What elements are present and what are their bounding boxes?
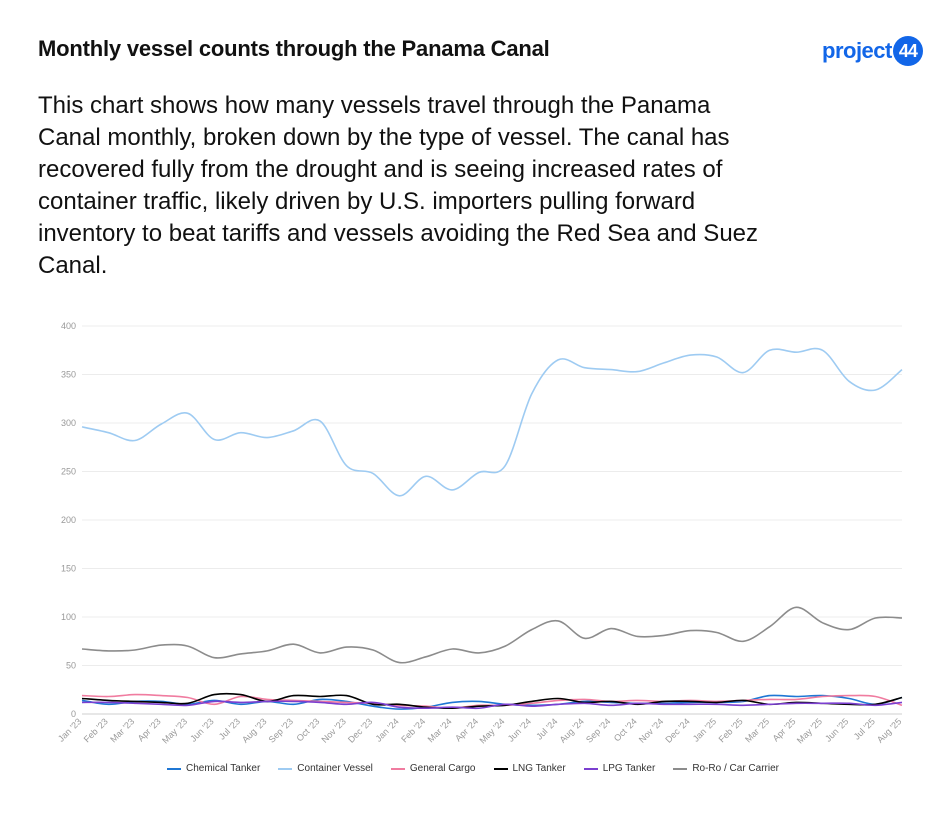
- x-tick-label: Aug '23: [240, 716, 268, 744]
- x-tick-label: Jan '23: [56, 716, 83, 743]
- legend-item: Container Vessel: [278, 763, 373, 774]
- logo-text: project: [822, 38, 892, 63]
- x-tick-label: Feb '23: [82, 716, 110, 744]
- x-tick-label: May '23: [160, 716, 189, 745]
- x-tick-label: Dec '23: [346, 716, 374, 744]
- y-tick-label: 350: [61, 370, 76, 380]
- legend-item: LPG Tanker: [583, 763, 656, 774]
- x-tick-label: Jan '25: [691, 716, 718, 743]
- legend-label: LPG Tanker: [602, 763, 656, 774]
- legend-label: Container Vessel: [297, 763, 373, 774]
- y-tick-label: 100: [61, 612, 76, 622]
- logo-badge: 44: [892, 36, 923, 66]
- y-tick-label: 250: [61, 467, 76, 477]
- x-tick-label: Mar '25: [743, 716, 771, 744]
- y-tick-label: 150: [61, 564, 76, 574]
- x-tick-label: Feb '25: [717, 716, 745, 744]
- x-tick-label: Aug '24: [558, 716, 586, 744]
- x-tick-label: Jun '24: [506, 716, 533, 743]
- x-tick-label: Apr '25: [771, 716, 798, 743]
- x-tick-label: Nov '24: [637, 716, 665, 744]
- chart-description: This chart shows how many vessels travel…: [38, 92, 759, 279]
- series-line-ro-ro-car-carrier: [81, 606, 903, 664]
- project44-logo: project 44: [822, 36, 923, 66]
- legend-label: LNG Tanker: [512, 763, 566, 774]
- y-tick-label: 50: [66, 661, 76, 671]
- y-tick-label: 0: [71, 709, 76, 719]
- x-tick-label: Apr '23: [136, 716, 163, 743]
- legend-label: General Cargo: [409, 763, 476, 774]
- x-tick-label: Sep '23: [267, 716, 295, 744]
- legend-swatch: [390, 767, 405, 770]
- x-tick-label: Jul '24: [534, 716, 559, 741]
- x-tick-label: Aug '25: [875, 716, 903, 744]
- legend-item: Chemical Tanker: [167, 763, 260, 774]
- legend-swatch: [167, 767, 181, 770]
- legend-swatch: [493, 767, 508, 770]
- x-tick-label: Sep '24: [584, 716, 612, 744]
- x-tick-label: Jan '24: [373, 716, 400, 743]
- y-tick-label: 300: [61, 418, 76, 428]
- x-tick-label: Mar '23: [108, 716, 136, 744]
- x-tick-label: Jun '23: [188, 716, 215, 743]
- chart-title: Monthly vessel counts through the Panama…: [38, 36, 550, 61]
- legend-item: Ro-Ro / Car Carrier: [673, 763, 779, 774]
- x-tick-label: Feb '24: [399, 716, 427, 744]
- x-tick-label: May '25: [795, 716, 824, 745]
- series-line-lpg-tanker: [81, 700, 903, 710]
- x-tick-label: Apr '24: [453, 716, 480, 743]
- x-tick-label: Jun '25: [823, 716, 850, 743]
- x-tick-label: May '24: [477, 716, 506, 745]
- x-tick-label: Oct '24: [612, 716, 639, 743]
- legend-swatch: [673, 767, 688, 770]
- x-tick-label: Mar '24: [426, 716, 454, 744]
- series-line-container-vessel: [81, 347, 903, 497]
- y-tick-label: 400: [61, 321, 76, 331]
- legend-item: General Cargo: [390, 763, 476, 774]
- series-line-chemical-tanker: [81, 694, 903, 710]
- x-tick-label: Jul '25: [852, 716, 877, 741]
- chart-legend: Chemical Tanker Container Vessel General C…: [0, 763, 946, 774]
- legend-swatch: [278, 767, 293, 770]
- legend-swatch: [583, 767, 598, 770]
- legend-label: Chemical Tanker: [186, 763, 261, 774]
- legend-item: LNG Tanker: [493, 763, 566, 774]
- y-tick-label: 200: [61, 515, 76, 525]
- legend-label: Ro-Ro / Car Carrier: [692, 763, 779, 774]
- x-tick-label: Oct '23: [294, 716, 321, 743]
- x-tick-label: Dec '24: [663, 716, 691, 744]
- x-tick-label: Nov '23: [319, 716, 347, 744]
- x-tick-label: Jul '23: [217, 716, 242, 741]
